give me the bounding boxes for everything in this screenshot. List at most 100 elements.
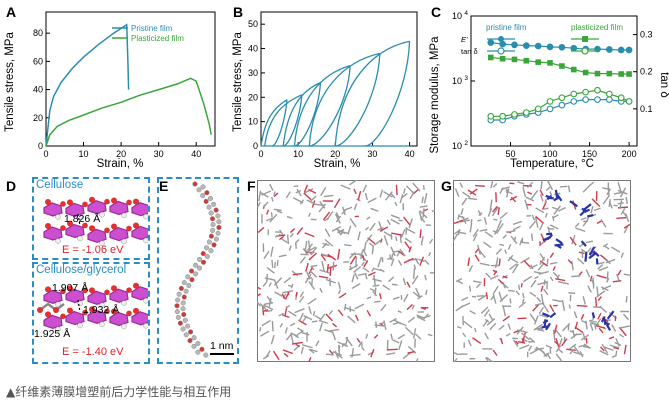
- glycerol-bond: [580, 240, 587, 247]
- polymer-bond: [552, 298, 562, 303]
- polymer-bond: [348, 252, 356, 259]
- chain-atom: [203, 198, 209, 204]
- polymer-bond: [353, 188, 357, 195]
- polymer-bond: [623, 226, 629, 234]
- polymer-bond: [391, 232, 403, 236]
- chain-atom: [200, 193, 206, 199]
- cellulose-glycerol-molecule: [37, 282, 148, 333]
- xlabel-a: Strain, %: [97, 158, 144, 170]
- polymer-bond: [257, 201, 261, 208]
- polymer-bond: [269, 184, 274, 191]
- unloading-curve: [309, 65, 351, 147]
- polymer-bond: [328, 349, 334, 355]
- polymer-bond: [525, 196, 535, 202]
- polymer-bond: [318, 319, 329, 324]
- panel-a: A 0 10 20 30 40 0 20 40 60 80 Pristine film Plast…: [0, 0, 225, 170]
- polymer-bond: [479, 228, 488, 232]
- polymer-bond: [364, 226, 370, 231]
- polymer-bond: [595, 318, 602, 326]
- polymer-bond: [392, 296, 400, 300]
- polymer-bond: [561, 299, 566, 311]
- polymer-bond: [386, 219, 391, 226]
- hbond-distance-3: 1.925 Å: [34, 328, 71, 340]
- polymer-bond: [314, 314, 322, 321]
- polymer-bond: [393, 250, 399, 253]
- chain-atom: [197, 265, 203, 271]
- polymer-bond: [262, 309, 269, 313]
- polymer-bond: [477, 248, 486, 259]
- polymer-bond: [623, 223, 631, 229]
- polymer-bond: [553, 324, 558, 334]
- polymer-bond: [413, 328, 417, 339]
- glycerol-bond: [587, 213, 594, 218]
- polymer-bond: [570, 333, 578, 340]
- chain-atom: [193, 262, 199, 268]
- polymer-bond: [599, 305, 608, 314]
- polymer-bond: [569, 236, 577, 246]
- polymer-bond: [400, 228, 406, 239]
- polymer-bond: [618, 326, 627, 337]
- polymer-bond: [357, 190, 362, 201]
- polymer-bond: [555, 278, 566, 282]
- polymer-bond: [390, 193, 396, 199]
- chain-atom: [177, 320, 183, 326]
- polymer-bond: [327, 253, 337, 261]
- polymer-bond: [532, 304, 539, 312]
- polymer-bond: [506, 229, 516, 234]
- panel-e: E 1 nm: [155, 172, 243, 364]
- polymer-bond: [509, 263, 518, 271]
- polymer-bond: [257, 293, 261, 297]
- oxygen-atom: [89, 306, 95, 313]
- polymer-bond: [516, 329, 528, 334]
- polymer-bond: [502, 234, 508, 239]
- glycerol-bond: [555, 243, 562, 249]
- hydrogen-atom: [77, 235, 83, 242]
- polymer-bond: [341, 206, 346, 216]
- polymer-bond: [306, 199, 315, 205]
- polymer-bond: [477, 219, 482, 222]
- polymer-bond: [371, 245, 375, 255]
- polymer-bond: [515, 340, 519, 345]
- polymer-bond: [519, 239, 523, 246]
- chain-atom: [197, 256, 203, 262]
- polymer-bond: [571, 234, 576, 245]
- polymer-bond: [460, 208, 464, 215]
- polymer-bond: [406, 304, 413, 311]
- polymer-bond: [308, 348, 315, 354]
- polymer-bond: [326, 263, 329, 274]
- loading-curve: [334, 40, 410, 147]
- polymer-bond: [417, 295, 423, 300]
- chain-atom: [208, 248, 214, 254]
- polymer-bond: [569, 348, 576, 355]
- polymer-bond: [263, 304, 274, 311]
- polymer-bond: [327, 264, 338, 270]
- polymer-bond: [561, 338, 568, 347]
- chain-atom: [191, 343, 197, 349]
- polymer-bond: [320, 254, 327, 262]
- polymer-bond: [539, 326, 545, 332]
- polymer-bond: [331, 226, 342, 232]
- chain-atom: [200, 184, 206, 190]
- polymer-bond: [545, 186, 551, 192]
- polymer-bond: [293, 345, 300, 351]
- polymer-bond: [286, 215, 293, 219]
- polymer-bond: [354, 314, 359, 322]
- chain-atom: [207, 196, 213, 202]
- polymer-bond: [366, 309, 371, 317]
- polymer-bond: [323, 194, 334, 198]
- polymer-bond: [539, 194, 544, 202]
- chart-a: 0 10 20 30 40 0 20 40 60 80 Pristine film Plastic…: [4, 11, 216, 170]
- polymer-bond: [397, 333, 406, 340]
- oxygen-atom: [111, 308, 117, 315]
- polymer-bond: [278, 235, 285, 241]
- hbond-distance-1: 1.907 Å: [52, 282, 89, 294]
- polymer-bond: [534, 302, 545, 306]
- md-box-pristine: [257, 180, 435, 362]
- polymer-bond: [522, 275, 533, 283]
- polymer-bond: [555, 345, 562, 353]
- polymer-bond: [264, 277, 275, 281]
- polymer-bond: [467, 339, 472, 347]
- panel-g: G: [441, 172, 669, 364]
- polymer-bond: [303, 192, 312, 201]
- polymer-bond: [274, 233, 281, 238]
